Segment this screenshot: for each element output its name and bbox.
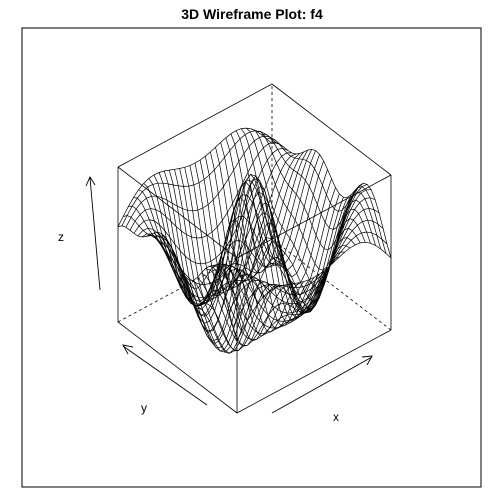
z-axis-arrow [85, 176, 101, 291]
plot-border [21, 27, 482, 488]
wireframe-line [121, 130, 277, 226]
box-edge [117, 321, 238, 414]
wireframe-line [185, 193, 340, 349]
wireframe-line [125, 135, 281, 228]
box-edge [236, 329, 392, 414]
wireframe-line [216, 189, 372, 322]
x-axis-label: x [333, 410, 339, 424]
wireframe-line [189, 197, 344, 353]
wireframe-line [201, 189, 356, 347]
wireframe-line [177, 178, 332, 333]
box-edge [271, 83, 392, 176]
y-axis-arrow [122, 344, 208, 406]
axis-arrows [85, 176, 373, 414]
wireframe-line [153, 149, 309, 307]
wireframe-line [169, 160, 324, 316]
chart-title: 3D Wireframe Plot: f4 [181, 6, 323, 22]
wireframe-line [173, 169, 328, 324]
box-edge [117, 83, 273, 168]
wireframe-line [145, 153, 301, 305]
wireframe-line [161, 150, 316, 307]
wireframe-line [137, 152, 292, 285]
wireframe-line [157, 149, 313, 306]
wireframe-line [141, 153, 296, 299]
wireframe-surface [117, 127, 392, 354]
wireframe-line [117, 127, 273, 227]
wireframe-line [236, 241, 392, 342]
z-axis-label: z [58, 230, 64, 244]
wireframe-line [197, 194, 352, 351]
x-axis-arrow [271, 355, 373, 414]
wireframe-line [129, 142, 285, 239]
box-edge [117, 166, 238, 259]
box-edge-hidden [271, 238, 392, 331]
wireframe-line [181, 187, 336, 342]
wireframe-line [133, 148, 289, 265]
wireframe-line [228, 219, 384, 312]
wireframe-line [149, 151, 304, 307]
wireframe-line [205, 185, 360, 341]
y-axis-label: y [141, 401, 147, 415]
